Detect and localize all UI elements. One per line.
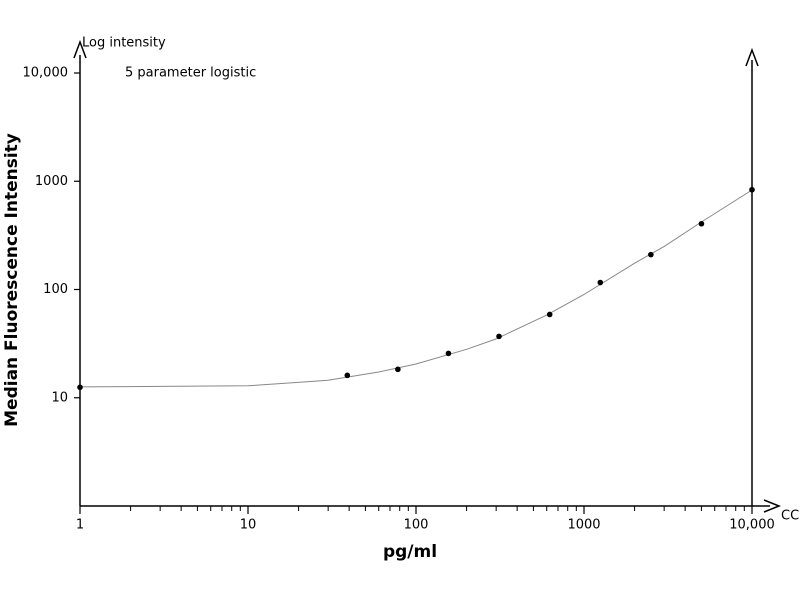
x-axis-arrow (763, 499, 782, 513)
x-tick-label: 1000 (567, 518, 600, 533)
y-tick-label: 100 (43, 282, 68, 297)
y-tick-label: 1000 (35, 174, 68, 189)
data-point (749, 186, 755, 193)
y-axis-label: Median Fluorescence Intensity (2, 133, 22, 427)
data-point (546, 311, 553, 318)
data-point (648, 251, 654, 258)
x-tick-label: 10 (240, 518, 257, 533)
y-tick-label: 10 (51, 390, 68, 405)
y-axis-arrow (73, 39, 87, 59)
right-axis-arrow (745, 47, 759, 67)
x-tick-label: 100 (404, 518, 429, 533)
annotation: 5 parameter logistic (125, 66, 256, 81)
fit-curve (79, 189, 753, 388)
x-tick-label: 10,000 (729, 518, 775, 533)
x-axis-label: pg/ml (383, 542, 437, 562)
data-point (395, 366, 401, 373)
data-point (496, 333, 502, 340)
data-point (597, 279, 604, 286)
chart-title: Log intensity (82, 36, 166, 51)
x-tick-label: 1 (76, 518, 84, 533)
data-point (698, 220, 705, 227)
data-point (344, 372, 351, 379)
data-point (445, 350, 452, 357)
y-tick-label: 10,000 (23, 66, 69, 81)
x-axis-end-label: CC (781, 509, 799, 524)
data-point (77, 384, 83, 391)
